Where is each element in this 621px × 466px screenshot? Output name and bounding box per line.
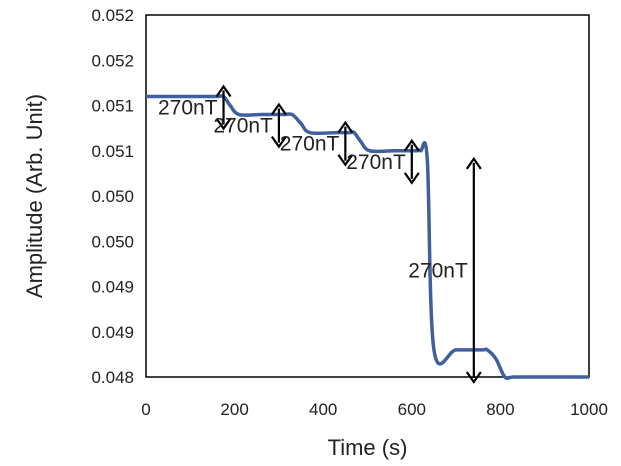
x-tick-label: 400 — [309, 400, 337, 419]
annotation-arrow — [465, 156, 482, 384]
x-tick-labels: 0 200 400 600 800 1000 — [141, 400, 608, 419]
y-tick-label: 0.050 — [91, 232, 134, 251]
annotation-arrow — [270, 102, 287, 149]
annotation-label: 270nT — [408, 259, 468, 282]
x-tick-label: 1000 — [570, 400, 608, 419]
y-tick-label: 0.049 — [91, 278, 134, 297]
y-tick-label: 0.048 — [91, 368, 134, 387]
annotation-arrow — [215, 84, 232, 131]
x-tick-label: 200 — [220, 400, 248, 419]
annotation-arrow — [337, 120, 354, 167]
annotation-label: 270nT — [158, 97, 218, 120]
annotation-label: 270nT — [346, 151, 406, 174]
y-tick-labels: 0.048 0.049 0.049 0.050 0.050 0.051 0.051 0.052… — [91, 6, 134, 387]
x-tick-label: 0 — [141, 400, 150, 419]
y-tick-label: 0.051 — [91, 97, 134, 116]
annotation-label: 270nT — [280, 133, 340, 156]
x-tick-label: 800 — [486, 400, 514, 419]
y-tick-label: 0.051 — [91, 142, 134, 161]
y-tick-label: 0.050 — [91, 187, 134, 206]
x-axis-title: Time (s) — [328, 435, 408, 460]
y-tick-label: 0.052 — [91, 51, 134, 70]
plot-frame — [145, 14, 590, 378]
annotation-label: 270nT — [213, 115, 273, 138]
y-axis-title: Amplitude (Arb. Unit) — [22, 94, 47, 298]
x-tick-label: 600 — [398, 400, 426, 419]
y-tick-label: 0.052 — [91, 6, 134, 25]
annotation-arrow — [403, 138, 420, 185]
y-tick-label: 0.049 — [91, 323, 134, 342]
